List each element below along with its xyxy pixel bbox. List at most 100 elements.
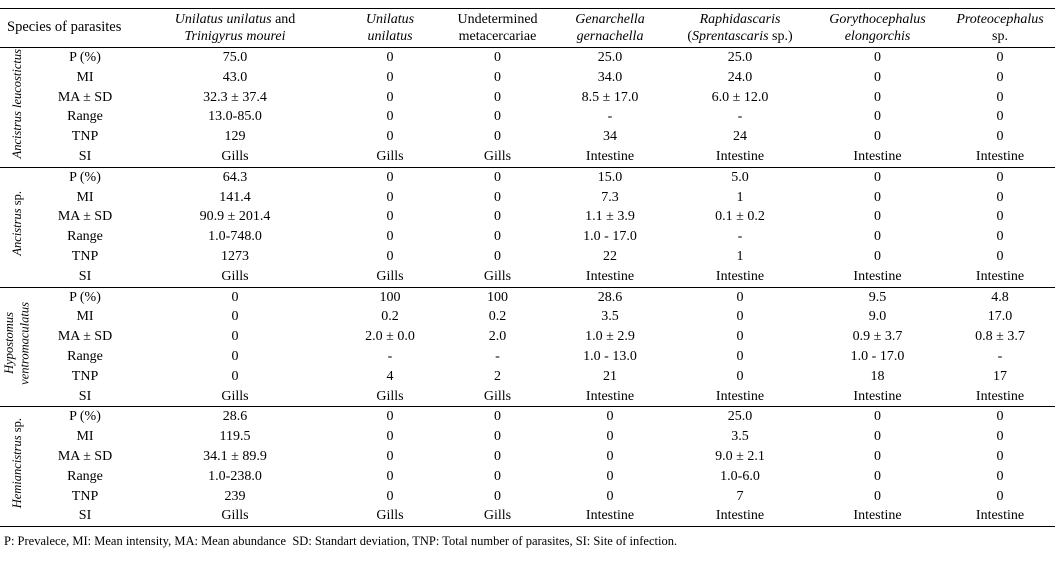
row-label: MI: [76, 189, 94, 205]
header-species-of-parasites: Species of parasites: [7, 19, 122, 36]
value-cell: 0: [874, 248, 882, 264]
header-row: Species of parasites Unilatus unilatus a…: [0, 9, 1055, 48]
species-name-text: Sprentascaris: [692, 29, 769, 44]
header-parasite-column-1: Unilatus unilatus: [335, 9, 445, 48]
table-row: SI Gills Gills Gills Intestine Intestine Intes…: [0, 267, 1055, 287]
value-cell: 28.6: [222, 409, 248, 425]
host-species-label: Hemiancistrus sp.: [10, 418, 26, 508]
row-label: SI: [78, 148, 92, 164]
value-cell: Intestine: [715, 508, 765, 524]
header-line: Trinigyrus mourei: [135, 28, 335, 45]
value-cell: 0: [386, 89, 394, 105]
value-cell: 7: [736, 488, 744, 504]
plain-text: sp.: [9, 191, 24, 209]
value-cell: Gills: [221, 388, 249, 404]
value-cell: Intestine: [853, 508, 902, 524]
row-label: Range: [67, 468, 103, 484]
value-cell: 1.1 ± 3.9: [585, 209, 635, 225]
header-parasite-column-3: Genarchella gernachella: [550, 9, 670, 48]
header-parasite-column-5: Gorythocephalus elongorchis: [810, 9, 945, 48]
value-cell: 64.3: [222, 169, 248, 185]
value-cell: 0: [494, 109, 502, 125]
value-cell: Intestine: [715, 268, 765, 284]
value-cell: 15.0: [597, 169, 623, 185]
value-cell: 0: [386, 409, 394, 425]
value-cell: 0: [386, 189, 394, 205]
value-cell: 2.0 ± 0.0: [365, 329, 415, 345]
value-cell: 1.0 - 17.0: [850, 348, 905, 364]
table-row: TNP 0 4 2 21 0 18 17: [0, 367, 1055, 387]
value-cell: Intestine: [975, 268, 1025, 284]
table-row: Hypostomus ventromaculatus P (%) 0 100 100 28.…: [0, 287, 1055, 385]
plain-text: metacercariae: [458, 29, 537, 44]
value-cell: 0: [494, 448, 502, 464]
species-name-text: elongorchis: [844, 29, 911, 44]
species-name-text: unilatus: [367, 29, 413, 44]
value-cell: 239: [224, 488, 246, 504]
row-label: SI: [78, 268, 92, 284]
species-name-text: Trinigyrus mourei: [184, 29, 286, 44]
footnote: P: Prevalece, MI: Mean intensity, MA: Me…: [4, 534, 678, 549]
species-name-text: Proteocephalus: [956, 11, 1044, 27]
host-label-line: Ancistrus leucostictus: [10, 49, 26, 158]
host-group-0: Ancistrus leucostictus P (%) 75.0 0 0 25.0 25.…: [0, 47, 1055, 168]
value-cell: 0: [996, 129, 1004, 145]
value-cell: 1.0 ± 2.9: [585, 329, 635, 345]
header-parasite-column-2: Undetermined metacercariae: [445, 9, 550, 48]
table-row: MA ± SD 90.9 ± 201.4 0 0 1.1 ± 3.9 0.1 ± 0.2 0…: [0, 207, 1055, 227]
value-cell: 0: [606, 429, 614, 445]
value-cell: 24.0: [727, 69, 753, 85]
value-cell: Intestine: [585, 268, 635, 284]
header-line: (Sprentascaris sp.): [670, 28, 810, 45]
value-cell: 1: [736, 189, 744, 205]
table-row: Range 0 - - 1.0 - 13.0 0 1.0 - 17.0 -: [0, 347, 1055, 367]
value-cell: Intestine: [585, 148, 635, 164]
value-cell: 0.8 ± 3.7: [975, 329, 1025, 345]
header-parasite-column-4: Raphidascaris (Sprentascaris sp.): [670, 9, 810, 48]
plain-text: sp.: [9, 418, 24, 436]
value-cell: 13.0-85.0: [208, 109, 262, 125]
value-cell: Gills: [376, 148, 404, 164]
value-cell: 0: [386, 129, 394, 145]
value-cell: 0: [494, 69, 502, 85]
species-name-text: ventromaculatus: [17, 302, 32, 385]
row-label: TNP: [71, 368, 99, 384]
row-label: P (%): [69, 169, 101, 185]
value-cell: 0: [996, 448, 1004, 464]
row-label: MI: [76, 429, 94, 445]
value-cell: 0: [494, 429, 502, 445]
value-cell: -: [737, 109, 743, 125]
value-cell: 0: [386, 229, 394, 245]
plain-text: sp.): [768, 29, 793, 44]
header-line: gernachella: [550, 28, 670, 45]
value-cell: 0: [386, 429, 394, 445]
value-cell: 0.2: [488, 309, 507, 325]
value-cell: 0: [874, 429, 882, 445]
value-cell: 0: [494, 129, 502, 145]
table-row: MI 43.0 0 0 34.0 24.0 0 0: [0, 68, 1055, 88]
value-cell: 0: [494, 468, 502, 484]
table-row: Range 1.0-238.0 0 0 0 1.0-6.0 0 0: [0, 467, 1055, 487]
value-cell: 0: [386, 169, 394, 185]
row-label: MI: [76, 309, 94, 325]
host-species-label: Ancistrus leucostictus: [10, 49, 26, 158]
value-cell: 0: [231, 289, 239, 305]
value-cell: 0: [494, 248, 502, 264]
value-cell: Intestine: [585, 388, 635, 404]
species-name-text: Ancistrus leucostictus: [9, 49, 24, 159]
row-label: MA ± SD: [57, 209, 113, 225]
value-cell: 1.0-238.0: [208, 468, 262, 484]
host-species-cell: Hemiancistrus sp.: [0, 407, 35, 527]
value-cell: 0: [996, 488, 1004, 504]
header-line: sp.: [945, 28, 1055, 45]
value-cell: 8.5 ± 17.0: [581, 89, 639, 105]
value-cell: 2: [494, 368, 502, 384]
value-cell: 0.1 ± 0.2: [715, 209, 765, 225]
table-row: TNP 129 0 0 34 24 0 0: [0, 127, 1055, 147]
host-label-line: Hemiancistrus sp.: [10, 418, 26, 508]
value-cell: 3.5: [731, 429, 749, 445]
value-cell: Gills: [221, 148, 249, 164]
value-cell: 100: [379, 289, 401, 305]
value-cell: 34.1 ± 89.9: [203, 448, 267, 464]
